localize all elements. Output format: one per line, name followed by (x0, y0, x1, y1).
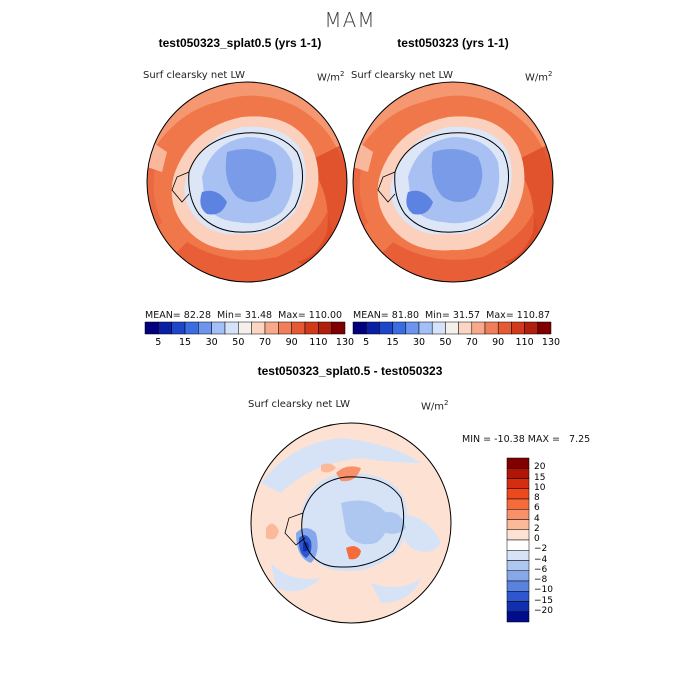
panel2-colorbar-swatch (418, 321, 433, 335)
difference-colorbar-swatch (506, 488, 530, 500)
difference-colorbar-tick-label: −15 (534, 595, 553, 606)
difference-colorbar-tick-label: 6 (534, 503, 540, 514)
panel1-colorbar-swatch (224, 321, 239, 335)
panel2-colorbar-swatch (458, 321, 473, 335)
difference-colorbar-swatch (506, 539, 530, 551)
difference-colorbar-tick-label: 10 (534, 482, 546, 493)
panel2-colorbar-tick-label: 110 (515, 337, 534, 348)
panel1-colorbar-swatch (251, 321, 266, 335)
panel2-colorbar-swatch (431, 321, 446, 335)
difference-colorbar-swatch (506, 591, 530, 602)
panel2-units-label: W/m2 (525, 70, 553, 84)
panel2-colorbar-swatch (524, 321, 539, 335)
figure-title: MAM (324, 8, 376, 32)
panel2-colorbar-swatch (484, 321, 499, 335)
difference-polar-map (250, 422, 452, 624)
panel2-colorbar-tick-label: 5 (363, 337, 370, 348)
difference-colorbar-swatch (506, 519, 530, 530)
difference-colorbar-tick-label: −10 (534, 585, 553, 596)
panel1-colorbar-swatch (278, 321, 292, 335)
panel1-colorbar-swatch (291, 321, 306, 335)
difference-colorbar-swatch (506, 601, 530, 612)
difference-colorbar-swatch (506, 509, 530, 520)
difference-variable-label: Surf clearsky net LW (248, 399, 351, 410)
difference-colorbar-tick-label: −20 (534, 605, 553, 616)
panel1-colorbar-swatch (198, 321, 212, 335)
difference-colorbar-tick-label: 2 (534, 523, 540, 534)
panel2-colorbar-tick-label: 50 (439, 337, 452, 348)
panel1-case-title: test050323_splat0.5 (yrs 1-1) (158, 36, 322, 50)
difference-colorbar-tick-label: 20 (534, 462, 546, 473)
difference-colorbar-swatch (506, 611, 530, 623)
panel2-colorbar-swatch (379, 321, 393, 335)
difference-colorbar-tick-label: −8 (534, 575, 548, 585)
difference-colorbar-swatch (506, 529, 530, 541)
panel2-case-title: test050323 (yrs 1-1) (397, 36, 509, 50)
difference-colorbar-tick-label: 4 (534, 513, 540, 524)
difference-colorbar-labels: 20 15 10 8 6 4 2 0 −2 −4 −6 −8 −10 −15 −20 (534, 458, 574, 622)
panel1-colorbar-swatch (184, 321, 199, 335)
panel1-colorbar-swatch (238, 321, 252, 335)
difference-units-label: W/m2 (421, 399, 449, 413)
panel1-colorbar-tick-label: 110 (309, 337, 328, 348)
panel1-colorbar-tick-label: 90 (285, 337, 298, 348)
panel2-colorbar-tick-label: 130 (541, 337, 561, 348)
difference-colorbar-swatch (506, 560, 530, 571)
panel1-colorbar-tick-label: 50 (232, 337, 245, 348)
panel2-polar-map (352, 81, 554, 283)
difference-colorbar-tick-label: −4 (534, 554, 548, 565)
panel2-colorbar-tick-label: 30 (412, 337, 426, 348)
panel1-units-label: W/m2 (317, 70, 345, 84)
panel2-colorbar-swatch (365, 321, 380, 335)
panel1-colorbar-swatch (264, 321, 279, 335)
panel2-stats: MEAN= 81.80 Min= 31.57 Max= 110.87 (353, 310, 551, 321)
panel1-polar-map (146, 81, 348, 283)
difference-colorbar-swatch (506, 580, 530, 592)
panel1-colorbar-tick-label: 130 (335, 337, 355, 348)
difference-colorbar-swatch (506, 468, 530, 479)
difference-colorbar-swatch (506, 550, 530, 561)
panel1-colorbar-swatch (171, 321, 186, 335)
panel2-colorbar-swatch (537, 321, 552, 335)
difference-colorbar-tick-label: 0 (534, 534, 540, 544)
panel1-colorbar-swatch (144, 321, 159, 335)
panel2-colorbar-tick-label: 15 (386, 337, 399, 348)
panel1-stats: MEAN= 82.28 Min= 31.48 Max= 110.00 (145, 310, 343, 321)
difference-colorbar-swatch (506, 498, 530, 510)
difference-colorbar-swatch (506, 570, 530, 582)
panel2-colorbar (352, 321, 552, 335)
panel2-colorbar-swatch (352, 321, 367, 335)
panel1-colorbar-tick-label: 70 (258, 337, 272, 348)
difference-colorbar-tick-label: 15 (534, 472, 546, 483)
panel1-colorbar-swatch (211, 321, 226, 335)
panel2-colorbar-swatch (471, 321, 486, 335)
panel2-colorbar-labels: 5 15 30 50 70 90 110 130 (353, 337, 560, 349)
panel1-colorbar-labels: 5 15 30 50 70 90 110 130 (145, 337, 354, 349)
difference-min-max: MIN = -10.38 MAX = 7.25 (462, 434, 591, 445)
panel2-colorbar-swatch (497, 321, 512, 335)
panel1-variable-label: Surf clearsky net LW (143, 70, 246, 81)
difference-colorbar (506, 457, 530, 623)
difference-colorbar-tick-label: −2 (534, 544, 548, 555)
panel2-colorbar-swatch (445, 321, 459, 335)
panel1-colorbar-tick-label: 30 (205, 337, 218, 348)
panel1-colorbar-swatch (318, 321, 332, 335)
panel2-variable-label: Surf clearsky net LW (351, 70, 454, 81)
difference-title: test050323_splat0.5 - test050323 (257, 364, 443, 378)
panel1-colorbar-tick-label: 5 (155, 337, 162, 348)
panel2-colorbar-tick-label: 70 (465, 337, 478, 348)
panel2-colorbar-swatch (392, 321, 407, 335)
panel1-colorbar-tick-label: 15 (178, 337, 192, 348)
difference-colorbar-tick-label: 8 (534, 493, 540, 503)
panel2-colorbar-tick-label: 90 (492, 337, 505, 348)
panel1-colorbar-swatch (304, 321, 319, 335)
panel2-colorbar-swatch (405, 321, 420, 335)
difference-colorbar-swatch (506, 478, 530, 489)
difference-colorbar-tick-label: −6 (534, 564, 548, 575)
difference-colorbar-swatch (506, 457, 530, 469)
panel1-colorbar (144, 321, 346, 335)
panel1-colorbar-swatch (331, 321, 346, 335)
panel1-colorbar-swatch (158, 321, 172, 335)
panel2-colorbar-swatch (511, 321, 525, 335)
